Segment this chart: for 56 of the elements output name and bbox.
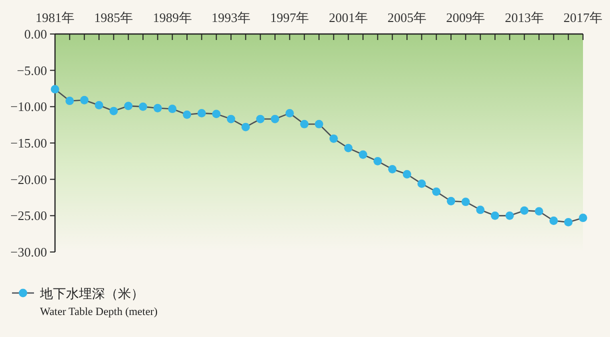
point xyxy=(270,114,280,124)
x-tick-label: 2001年 xyxy=(328,10,368,25)
point xyxy=(520,206,529,215)
point xyxy=(124,102,133,110)
point xyxy=(80,96,89,104)
point xyxy=(373,156,382,166)
point xyxy=(388,164,397,174)
point xyxy=(329,134,338,143)
point xyxy=(344,144,353,152)
point xyxy=(65,96,74,106)
x-tick-label: 1981年 xyxy=(36,10,74,25)
point xyxy=(534,207,544,216)
point xyxy=(505,211,514,220)
x-tick-label: 1985年 xyxy=(94,10,134,25)
point xyxy=(153,104,162,112)
y-tick-label: −25.00 xyxy=(10,208,47,224)
point xyxy=(168,104,177,114)
point xyxy=(432,187,441,196)
x-tick-label: 2017年 xyxy=(564,10,602,25)
y-tick-label: −5.00 xyxy=(16,62,47,78)
point xyxy=(241,122,250,132)
y-tick-label: −30.00 xyxy=(10,244,47,260)
y-tick-label: 0.00 xyxy=(24,26,47,42)
point xyxy=(490,211,500,220)
point xyxy=(476,206,485,214)
point xyxy=(402,170,412,178)
point xyxy=(564,218,573,226)
point xyxy=(50,85,60,94)
point xyxy=(549,216,558,225)
y-tick-label: −15.00 xyxy=(10,136,47,150)
x-tick-label: 2013年 xyxy=(504,10,544,25)
point xyxy=(461,198,470,206)
point xyxy=(182,110,192,119)
x-tick-label: 1989年 xyxy=(152,10,192,25)
point xyxy=(197,109,206,118)
point xyxy=(578,214,588,222)
point xyxy=(138,102,148,111)
x-tick-label: 2009年 xyxy=(446,10,486,25)
point xyxy=(358,150,368,159)
point xyxy=(109,106,118,116)
point xyxy=(285,109,294,118)
point xyxy=(256,114,265,124)
legend-label: 地下水埋深（米） xyxy=(39,286,144,301)
text: Water Table Depth (meter) xyxy=(40,306,158,318)
point xyxy=(446,196,456,206)
point xyxy=(94,101,104,110)
x-tick-label: 1997年 xyxy=(270,10,310,25)
y-tick-label: −20.00 xyxy=(10,172,47,187)
point xyxy=(226,114,236,124)
point xyxy=(314,120,324,128)
x-tick-label: 1993年 xyxy=(212,10,250,25)
point xyxy=(300,120,309,128)
point xyxy=(417,179,426,188)
y-tick-label: −10.00 xyxy=(10,99,47,114)
x-tick-label: 2005年 xyxy=(388,10,426,25)
point xyxy=(212,110,221,118)
